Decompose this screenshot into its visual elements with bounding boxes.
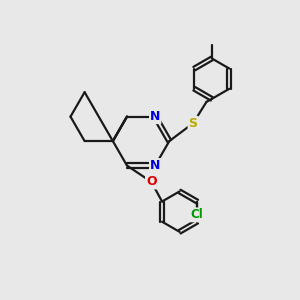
Text: O: O: [146, 176, 157, 188]
Text: Cl: Cl: [191, 208, 203, 221]
Text: S: S: [189, 117, 198, 130]
Text: N: N: [150, 159, 160, 172]
Text: N: N: [150, 110, 160, 123]
